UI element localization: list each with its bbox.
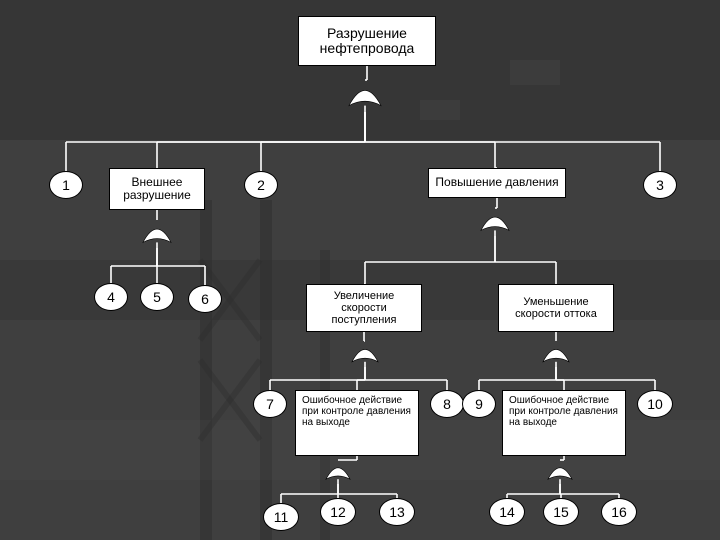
basic-event-n12: 12	[320, 498, 356, 526]
basic-event-n8: 8	[430, 390, 464, 418]
basic-event-n13: 13	[379, 498, 415, 526]
node-layer: Разрушение нефтепровода Внешнее разрушени…	[0, 0, 720, 540]
basic-event-n9: 9	[462, 390, 496, 418]
basic-event-n6: 6	[188, 285, 222, 313]
basic-event-n5: 5	[140, 283, 174, 311]
basic-event-n16: 16	[601, 498, 637, 526]
event-box-err2: Ошибочное действие при контроле давления…	[502, 390, 626, 456]
basic-event-n15: 15	[543, 498, 579, 526]
event-box-err1: Ошибочное действие при контроле давления…	[295, 390, 419, 456]
event-box-ext: Внешнее разрушение	[109, 168, 205, 210]
event-box-decr: Уменьшение скорости оттока	[498, 284, 614, 332]
basic-event-n11: 11	[263, 503, 299, 531]
event-box-press: Повышение давления	[428, 168, 566, 198]
basic-event-n3: 3	[643, 171, 677, 199]
basic-event-n1: 1	[49, 171, 83, 199]
event-box-root: Разрушение нефтепровода	[298, 16, 436, 66]
event-box-incr: Увеличение скорости поступления	[306, 284, 422, 332]
basic-event-n7: 7	[253, 390, 287, 418]
basic-event-n2: 2	[244, 171, 278, 199]
basic-event-n4: 4	[94, 283, 128, 311]
fault-tree-diagram: Разрушение нефтепровода Внешнее разрушени…	[0, 0, 720, 540]
basic-event-n10: 10	[637, 390, 673, 418]
basic-event-n14: 14	[489, 498, 525, 526]
